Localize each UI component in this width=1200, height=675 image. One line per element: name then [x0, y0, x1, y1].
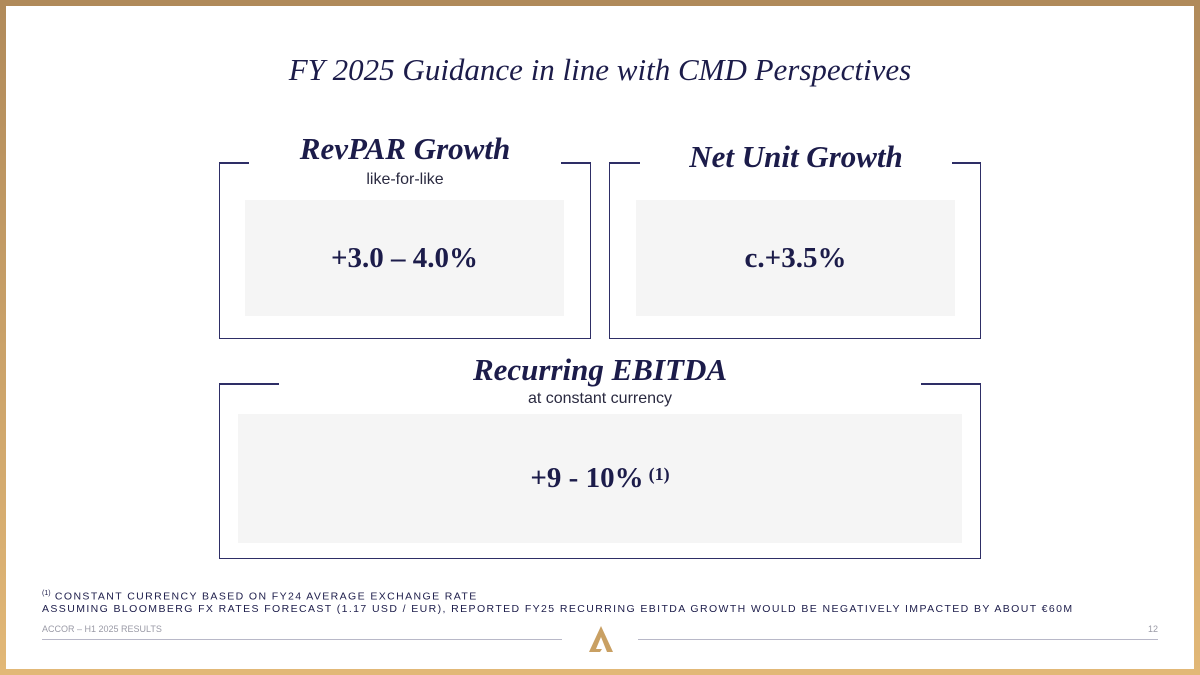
- box-edge: [561, 162, 591, 164]
- box-subheading: like-for-like: [366, 171, 444, 188]
- value-text: +9 - 10%: [530, 462, 644, 494]
- box-value: +9 - 10% (1): [238, 414, 962, 543]
- title: FY 2025 Guidance in line with CMD Perspe…: [288, 52, 912, 87]
- box-heading: Recurring EBITDA: [472, 352, 728, 387]
- value-text: c.+3.5%: [744, 241, 847, 274]
- box-value: c.+3.5%: [636, 200, 955, 316]
- logo: [589, 626, 613, 652]
- box-border: [219, 162, 591, 339]
- box-edge: [609, 162, 640, 164]
- footnote-line: ASSUMING BLOOMBERG FX RATES FORECAST (1.…: [42, 603, 1074, 615]
- value-note: (1): [648, 464, 670, 484]
- box-border: [219, 383, 981, 559]
- box-heading: Net Unit Growth: [689, 139, 903, 174]
- footer-rule: [42, 639, 562, 640]
- page-number: 12: [1147, 624, 1158, 634]
- box-edge: [219, 162, 249, 164]
- box-value: +3.0 – 4.0%: [245, 200, 564, 316]
- slide: FY 2025 Guidance in line with CMD Perspe…: [6, 6, 1194, 669]
- value-text: +3.0 – 4.0%: [330, 241, 479, 274]
- box-edge: [921, 383, 981, 385]
- footnote-marker: (1): [42, 590, 51, 597]
- footer-text: ACCOR – H1 2025 RESULTS: [42, 624, 162, 634]
- footnote-text: ASSUMING BLOOMBERG FX RATES FORECAST (1.…: [42, 603, 1074, 615]
- box-edge: [952, 162, 981, 164]
- box-border: [609, 162, 981, 339]
- footnote-text: CONSTANT CURRENCY BASED ON FY24 AVERAGE …: [54, 590, 478, 603]
- box-edge: [219, 383, 279, 385]
- box-heading: RevPAR Growth: [299, 131, 511, 166]
- footer-rule: [638, 639, 1158, 640]
- footnote-line: (1) CONSTANT CURRENCY BASED ON FY24 AVER…: [42, 590, 478, 603]
- box-subheading: at constant currency: [527, 390, 673, 407]
